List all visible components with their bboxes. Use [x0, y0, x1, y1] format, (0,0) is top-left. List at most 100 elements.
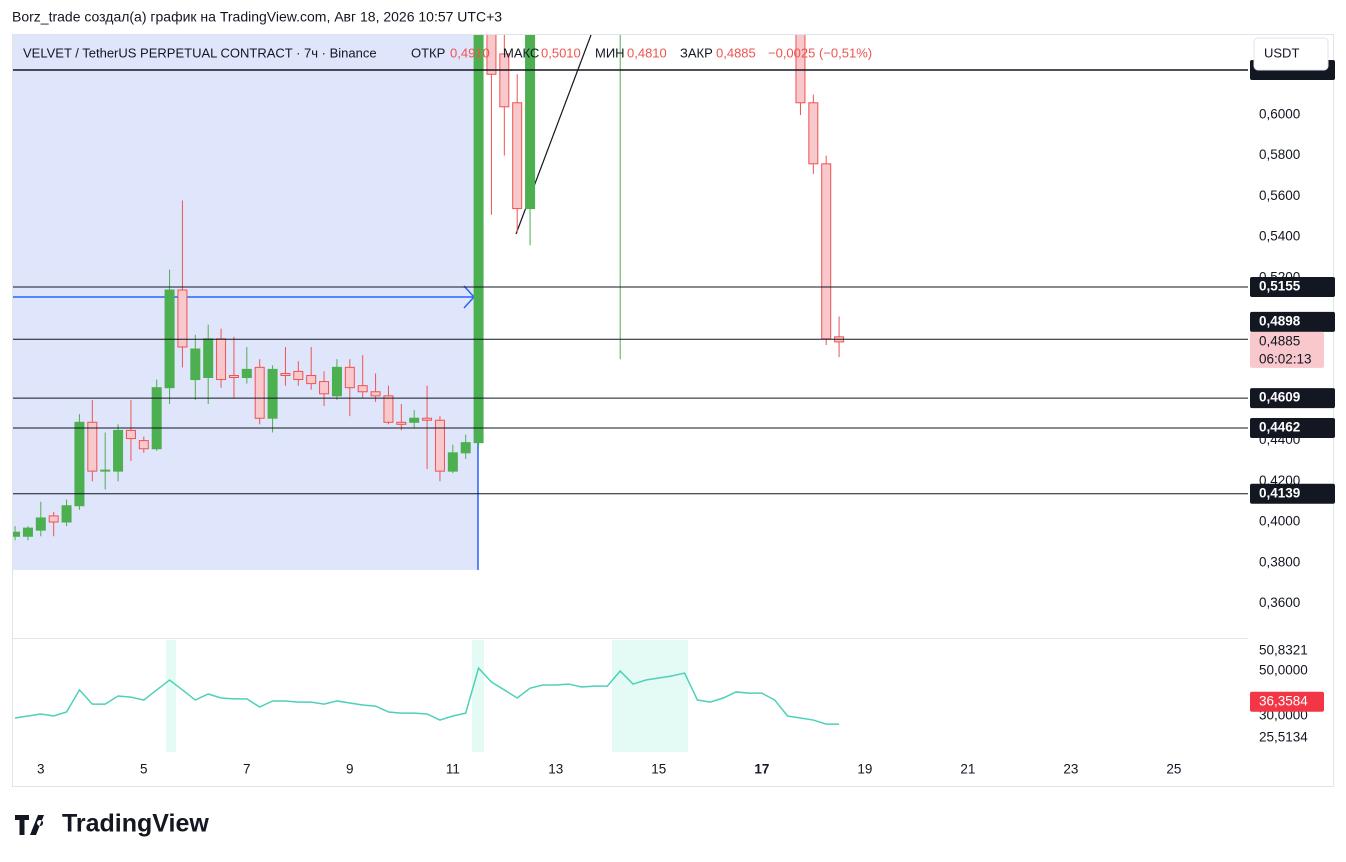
level-label-box — [1250, 276, 1335, 297]
header: Borz_trade создал(а) график на TradingVi… — [12, 9, 502, 25]
candle-body — [48, 515, 59, 523]
x-tick-label: 9 — [346, 762, 354, 777]
candle-body — [486, 35, 497, 75]
candle-body — [499, 53, 510, 108]
legend-low-label: МИН — [595, 45, 625, 60]
logo-mark — [15, 815, 44, 835]
level-label: 0,4609 — [1259, 390, 1300, 405]
y-tick-label: 0,5800 — [1259, 147, 1300, 162]
x-tick-label: 3 — [37, 762, 45, 777]
candle-body — [447, 452, 458, 472]
x-tick-label: 21 — [960, 762, 975, 777]
currency-box[interactable] — [1253, 37, 1329, 71]
y-tick-label: 0,5400 — [1259, 229, 1300, 244]
legend-open: 0,4910 — [450, 45, 490, 60]
candle-body — [280, 372, 291, 376]
candle-body — [190, 348, 201, 381]
level-label: 0,4898 — [1259, 313, 1301, 328]
x-tick-label: 5 — [140, 762, 148, 777]
level-label-box — [1250, 483, 1335, 504]
candle-body — [241, 368, 252, 379]
candle-body — [228, 374, 239, 379]
highlight-zone — [612, 640, 688, 752]
candle-body — [125, 429, 136, 440]
candle-body — [422, 417, 433, 421]
candle-body — [370, 391, 381, 397]
candle-body — [808, 102, 819, 165]
candle-body — [460, 442, 471, 454]
y-tick-label: 0,3600 — [1259, 595, 1300, 610]
y-tick-label: 50,0000 — [1259, 663, 1308, 678]
candle-body — [795, 35, 806, 104]
highlight-zone — [166, 640, 176, 752]
level-label-box — [1250, 388, 1335, 409]
candle-body — [821, 163, 832, 340]
x-tick-label: 15 — [651, 762, 666, 777]
candle-body — [22, 527, 33, 537]
candle-body — [138, 440, 149, 450]
countdown: 06:02:13 — [1259, 351, 1312, 366]
legend-close-label: ЗАКР — [680, 45, 713, 60]
candle-body — [267, 368, 278, 419]
x-tick-label: 13 — [548, 762, 563, 777]
candle-body — [203, 338, 214, 379]
candle-body — [319, 381, 330, 395]
x-tick-label: 11 — [446, 762, 460, 777]
highlight-zone — [472, 640, 484, 752]
x-tick-label: 25 — [1166, 762, 1181, 777]
candle-body — [525, 35, 536, 210]
x-tick-label: 19 — [857, 762, 872, 777]
candle-body — [293, 370, 304, 381]
y-tick-label: 0,3800 — [1259, 554, 1300, 569]
candle-body — [13, 531, 21, 537]
legend-open-label: ОТКР — [411, 45, 445, 60]
legend-change: −0,0025 (−0,51%) — [768, 45, 872, 60]
level-label: 0,4139 — [1259, 485, 1300, 500]
drawing-range — [13, 35, 478, 570]
candle-body — [357, 385, 368, 393]
level-label-box — [1250, 311, 1335, 332]
candle-body — [473, 35, 484, 444]
candle-body — [344, 366, 355, 389]
candle-body — [151, 387, 162, 450]
candle-body — [61, 505, 72, 523]
legend-low: 0,4810 — [627, 45, 667, 60]
candle-body — [100, 469, 111, 472]
level-label-box — [1250, 417, 1335, 438]
candle-body — [87, 421, 98, 472]
candle-body — [434, 419, 445, 472]
legend-high-label: МАКС — [503, 45, 539, 60]
indicator-label: 36,3584 — [1259, 693, 1308, 708]
x-tick-label: 23 — [1063, 762, 1078, 777]
last-price: 0,4885 — [1259, 333, 1300, 348]
last-price-box — [1250, 331, 1324, 368]
candle-body — [177, 289, 188, 348]
legend: VELVET / TetherUS PERPETUAL CONTRACT · 7… — [23, 45, 872, 60]
candle-body — [35, 517, 46, 531]
y-tick-label: 0,5600 — [1259, 188, 1300, 203]
level-label: 0,5155 — [1259, 279, 1301, 294]
legend-close: 0,4885 — [716, 45, 756, 60]
candle-body — [512, 102, 523, 210]
candle-body — [306, 374, 317, 385]
x-tick-label: 17 — [754, 762, 769, 777]
level-label: 0,4462 — [1259, 420, 1300, 435]
candle-body — [409, 417, 420, 423]
candle-body — [383, 395, 394, 423]
candle-body — [331, 366, 342, 397]
y-tick-label: 0,6000 — [1259, 107, 1300, 122]
currency: USDT — [1264, 45, 1299, 60]
frame — [12, 34, 1334, 787]
candle-body — [254, 366, 265, 419]
indicator-line — [14, 666, 840, 725]
legend-symbol: VELVET / TetherUS PERPETUAL CONTRACT · 7… — [23, 45, 377, 60]
legend-high: 0,5010 — [541, 45, 581, 60]
indicator-label: 25,5134 — [1259, 730, 1308, 745]
candle-body — [74, 421, 85, 507]
candle-body — [113, 429, 124, 472]
candle-body — [216, 338, 227, 381]
brand: TradingView — [62, 810, 209, 838]
logo: TradingView — [15, 810, 209, 838]
indicator-label: 50,8321 — [1259, 643, 1308, 658]
